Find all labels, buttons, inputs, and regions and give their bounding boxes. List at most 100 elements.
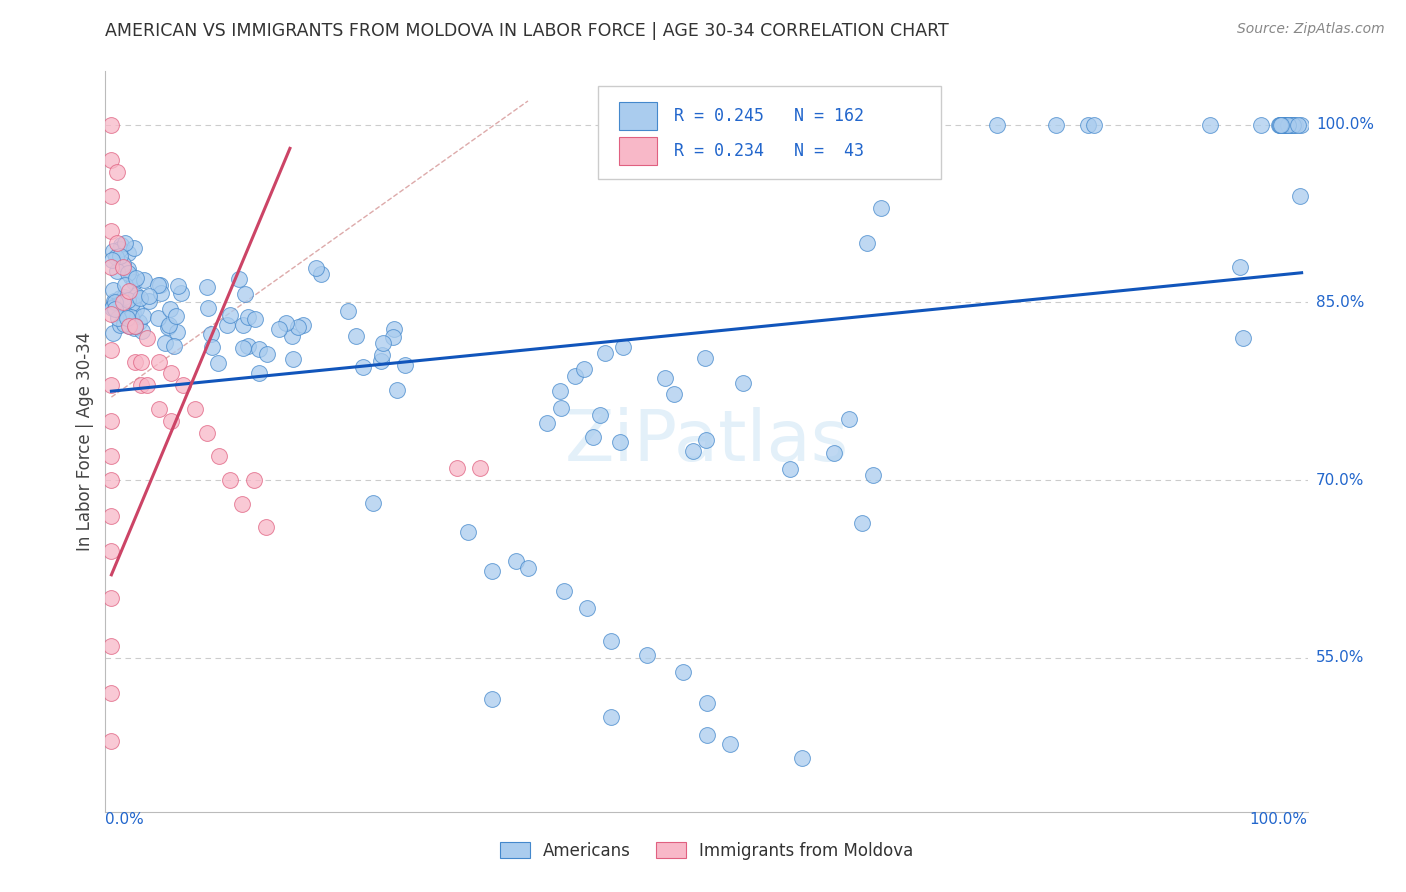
Point: [163, 338, 186, 352]
Point: [100, 224, 122, 238]
Point: [353, 359, 375, 374]
Point: [114, 307, 136, 321]
Point: [100, 118, 122, 132]
Point: [105, 263, 128, 277]
Point: [107, 311, 129, 326]
Point: [1272, 118, 1295, 132]
Point: [292, 318, 315, 333]
Point: [129, 291, 152, 305]
Point: [381, 329, 404, 343]
Point: [110, 238, 132, 252]
Point: [100, 378, 122, 392]
Point: [851, 516, 873, 531]
Point: [100, 473, 122, 487]
Point: [104, 250, 127, 264]
Point: [1284, 118, 1306, 132]
Point: [125, 301, 148, 316]
Point: [470, 461, 492, 475]
Point: [564, 369, 586, 384]
Point: [101, 326, 124, 340]
Point: [165, 310, 187, 324]
Text: 85.0%: 85.0%: [1316, 295, 1364, 310]
Point: [247, 342, 270, 356]
Point: [112, 290, 135, 304]
Point: [672, 665, 695, 679]
Point: [373, 336, 395, 351]
Point: [731, 376, 754, 390]
Point: [129, 378, 152, 392]
Bar: [619, 102, 657, 130]
Point: [200, 327, 222, 342]
Point: [183, 401, 205, 416]
Point: [550, 401, 572, 415]
Point: [236, 310, 259, 324]
Point: [148, 311, 170, 326]
Bar: [619, 136, 657, 165]
Point: [155, 335, 177, 350]
Point: [195, 425, 218, 440]
Point: [446, 461, 468, 475]
Point: [105, 236, 128, 251]
Point: [1270, 118, 1292, 132]
Point: [256, 347, 278, 361]
Point: [101, 252, 124, 267]
Point: [1250, 118, 1272, 132]
Point: [695, 434, 717, 448]
Point: [1281, 118, 1303, 132]
Point: [124, 354, 146, 368]
Point: [112, 295, 135, 310]
Point: [122, 275, 145, 289]
Point: [160, 414, 183, 428]
Point: [305, 260, 328, 275]
Point: [869, 201, 891, 215]
Point: [1277, 118, 1299, 132]
Point: [370, 353, 392, 368]
Point: [228, 272, 250, 286]
Point: [138, 293, 160, 308]
Point: [696, 696, 718, 710]
Point: [517, 561, 540, 575]
Point: [100, 508, 122, 523]
Point: [593, 345, 616, 359]
Point: [385, 384, 408, 398]
Point: [1286, 118, 1309, 132]
Point: [207, 450, 229, 464]
Y-axis label: In Labor Force | Age 30-34: In Labor Force | Age 30-34: [76, 332, 94, 551]
Point: [1229, 260, 1251, 274]
Point: [664, 386, 686, 401]
Point: [124, 319, 146, 334]
Point: [110, 291, 132, 305]
Point: [553, 584, 575, 599]
Point: [129, 354, 152, 368]
Point: [281, 352, 304, 367]
Point: [108, 318, 131, 332]
Point: [572, 361, 595, 376]
Point: [337, 304, 360, 318]
Point: [157, 318, 180, 332]
Point: [779, 462, 801, 476]
Point: [149, 277, 172, 292]
Point: [986, 118, 1008, 132]
Point: [231, 497, 253, 511]
Point: [855, 236, 877, 251]
Point: [309, 267, 332, 281]
Point: [125, 288, 148, 302]
Point: [718, 737, 741, 751]
Point: [100, 188, 122, 202]
Point: [148, 401, 170, 416]
Text: R = 0.245   N = 162: R = 0.245 N = 162: [673, 107, 865, 125]
Point: [160, 367, 183, 381]
Point: [100, 733, 122, 747]
Point: [101, 244, 124, 258]
Point: [287, 320, 309, 334]
Point: [1288, 188, 1310, 202]
Point: [100, 414, 122, 428]
Point: [1270, 118, 1292, 132]
Point: [247, 366, 270, 380]
Point: [1268, 118, 1291, 132]
Point: [111, 306, 134, 320]
Point: [197, 301, 219, 316]
Point: [600, 634, 623, 648]
Point: [100, 343, 122, 357]
Point: [548, 384, 571, 398]
